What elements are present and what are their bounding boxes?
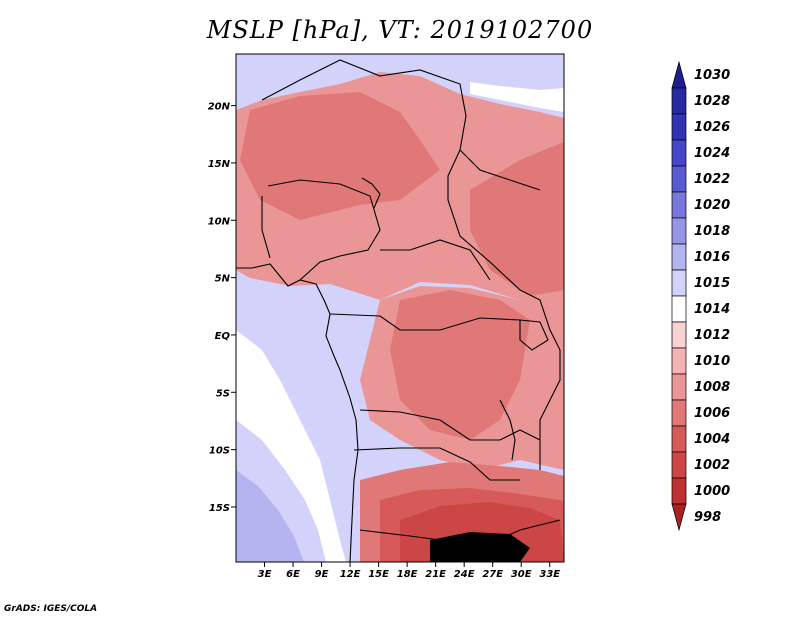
- border-nigeria: [267, 179, 381, 281]
- legend-swatch: [671, 139, 687, 167]
- x-tick-label: 12E: [340, 569, 361, 580]
- border-nile: [459, 149, 541, 191]
- legend-label: 1006: [694, 406, 730, 421]
- field-1014-ne: [470, 82, 564, 112]
- legend-label: 1026: [694, 120, 730, 135]
- legend-label: 1016: [694, 250, 730, 265]
- legend-swatch: [671, 399, 687, 427]
- x-tick-label: 18E: [397, 569, 418, 580]
- legend-swatch: [671, 347, 687, 375]
- legend-label: 1015: [694, 276, 730, 291]
- border-car: [380, 239, 491, 281]
- legend-label: 998: [694, 510, 721, 525]
- legend-swatch: [671, 295, 687, 323]
- legend-label: 1000: [694, 484, 730, 499]
- footer-credit: GrADS: IGES/COLA: [4, 604, 98, 614]
- legend-label: 1008: [694, 380, 730, 395]
- legend-label: 1014: [694, 302, 730, 317]
- legend-label: 1004: [694, 432, 730, 447]
- x-tick-label: 21E: [425, 569, 446, 580]
- legend-label: 1002: [694, 458, 730, 473]
- legend-swatch: [671, 113, 687, 141]
- legend-label: 1028: [694, 94, 730, 109]
- legend-swatch: [671, 477, 687, 505]
- legend-swatch-bottom: [671, 503, 687, 532]
- y-tick-label: 15N: [208, 159, 231, 170]
- legend-label: 1020: [694, 198, 730, 213]
- map-field: [236, 54, 564, 562]
- border-angola: [353, 447, 520, 481]
- field-1008-sudan: [470, 142, 564, 296]
- legend-swatch-top: [671, 60, 687, 89]
- legend-swatch: [671, 191, 687, 219]
- field-1008-sahel: [240, 92, 440, 220]
- legend-label: 1010: [694, 354, 730, 369]
- y-tick-label: 5N: [215, 274, 231, 285]
- legend-label: 1024: [694, 146, 730, 161]
- y-tick-label: 10S: [209, 446, 230, 457]
- legend-swatch: [671, 217, 687, 245]
- legend-swatch: [671, 269, 687, 297]
- legend-swatch: [671, 425, 687, 453]
- field-1016-sw: [236, 470, 304, 562]
- legend-label: 1012: [694, 328, 730, 343]
- border-ghana: [261, 196, 271, 259]
- legend-swatch: [671, 87, 687, 115]
- border-sahara: [261, 59, 521, 291]
- legend-swatch: [671, 373, 687, 401]
- legend-swatch: [671, 321, 687, 349]
- x-tick-label: 30E: [511, 569, 532, 580]
- x-tick-label: 24E: [454, 569, 475, 580]
- field-1008-congo: [390, 290, 530, 440]
- legend-label: 1030: [694, 68, 730, 83]
- x-tick-label: 15E: [368, 569, 389, 580]
- x-tick-label: 27E: [482, 569, 503, 580]
- border-lake-chad: [361, 177, 381, 209]
- border-lake-victoria: [519, 319, 549, 351]
- x-tick-label: 9E: [315, 569, 329, 580]
- y-tick-label: 5S: [216, 388, 230, 399]
- y-tick-label: 10N: [208, 216, 231, 227]
- x-tick-label: 33E: [539, 569, 560, 580]
- border-lake-tanganyika: [499, 399, 516, 461]
- y-tick-label: EQ: [215, 331, 231, 342]
- border-east: [519, 289, 561, 470]
- legend-swatch: [671, 165, 687, 193]
- x-tick-label: 3E: [258, 569, 272, 580]
- coastlines: [236, 59, 561, 562]
- border-drc-south: [359, 409, 541, 441]
- coastline-west: [236, 263, 359, 562]
- legend-swatch: [671, 243, 687, 271]
- legend-label: 1018: [694, 224, 730, 239]
- x-axis: 3E 6E 9E 12E 15E 18E 21E 24E 27E 30E 33E: [258, 562, 560, 580]
- y-tick-label: 20N: [208, 102, 231, 113]
- map-frame: [235, 53, 565, 563]
- y-tick-label: 15S: [209, 503, 230, 514]
- field-1002: [430, 532, 530, 562]
- border-congo-north: [329, 313, 521, 331]
- legend-swatch: [671, 451, 687, 479]
- border-namibia: [359, 519, 561, 549]
- y-axis: 20N 15N 10N 5N EQ 5S 10S 15S: [208, 102, 236, 514]
- chart-title: MSLP [hPa], VT: 2019102700: [206, 16, 594, 44]
- legend: 1030 1028 1026 1024 1022 1020 1018 1016 1015 1014…: [671, 60, 730, 532]
- legend-label: 1022: [694, 172, 730, 187]
- x-tick-label: 6E: [286, 569, 300, 580]
